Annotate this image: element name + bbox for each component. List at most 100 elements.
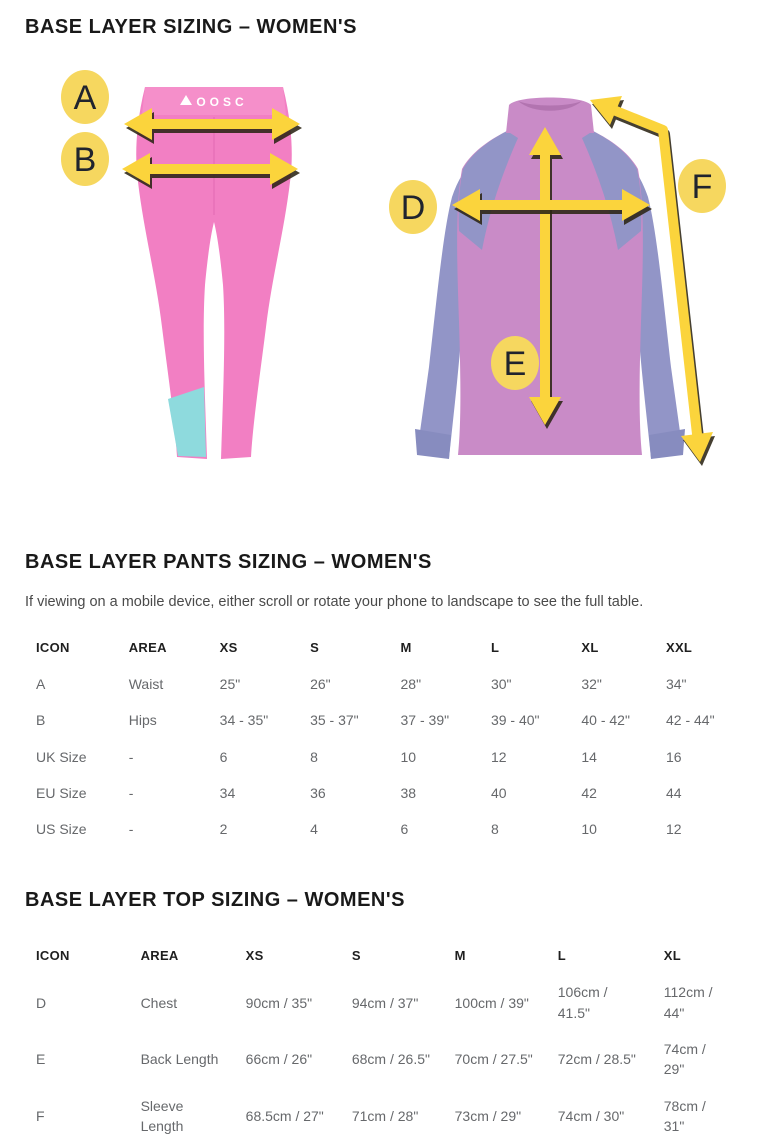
table-cell: 40 - 42" [581,712,630,729]
table-cell: 6 [219,748,228,765]
column-header: XL [663,947,681,963]
table-cell: 4 [310,821,318,838]
table-cell: D [36,994,47,1011]
measure-marker-d: D [389,180,437,234]
table-cell: 8 [310,748,318,765]
table-cell: 10 [581,821,597,838]
waist-arrow [124,108,300,140]
table-cell: 12 [665,821,682,838]
size-guide-page: { "page": { "title": "BASE LAYER SIZING … [25,16,726,1134]
table-cell: 66cm / 26" [245,1051,313,1068]
table-row: A Waist 25" 26" 28" 30" 32" 34" [26,666,735,702]
top-right-cuff [649,429,685,459]
table-cell: 100cm / 39" [454,994,529,1011]
table-cell: 10 [400,748,417,765]
table-cell: 42 [581,784,597,801]
size-diagrams: OOSC A B [25,57,735,477]
chest-arrow [452,189,650,221]
top-sizing-heading: BASE LAYER TOP SIZING – WOMEN'S [25,889,405,912]
table-cell: 16 [665,748,682,765]
column-header: L [557,947,567,963]
column-header: AREA [128,639,167,655]
column-header: XS [219,639,238,655]
table-header-row: ICON AREA XS S M L XL [26,936,735,974]
pants-teal-leg-panel [168,387,206,457]
table-cell: 38 [400,784,417,801]
top-left-cuff [415,429,451,459]
table-cell: 26" [310,676,331,692]
table-cell: Waist [128,676,164,692]
column-header: S [351,947,361,963]
table-row: EU Size - 34 36 38 40 42 44 [26,775,735,811]
table-row: F Sleeve Length 68.5cm / 27" 71cm / 28" 73cm… [26,1088,735,1144]
brand-text: OOSC [196,95,247,109]
table-cell: 36 [310,784,326,801]
svg-text:D: D [401,189,426,227]
brand-logo-mark [180,95,192,105]
table-cell: 35 - 37" [310,712,359,729]
table-cell: 90cm / 35" [245,994,313,1011]
column-header: M [400,639,412,655]
table-cell: 34 [219,784,236,801]
table-header-row: ICON AREA XS S M L XL XXL [26,628,735,666]
pants-sizing-table: ICON AREA XS S M L XL XXL A Waist 25" 26" 28" 30" 32"… [26,628,735,847]
svg-text:A: A [74,79,97,117]
column-header: XL [581,639,599,655]
svg-text:E: E [504,345,527,383]
table-cell: 74cm / 30" [557,1107,625,1124]
column-header: XXL [665,639,693,655]
table-cell: 68.5cm / 27" [245,1107,324,1124]
table-cell: 72cm / 28.5" [557,1051,636,1068]
svg-text:B: B [74,141,97,179]
pants-body [136,87,292,459]
column-header: L [490,639,500,655]
table-cell: 37 - 39" [400,712,450,729]
mobile-note: If viewing on a mobile device, either sc… [25,594,644,610]
measure-marker-e: E [491,336,539,390]
table-cell: Sleeve Length [140,1097,184,1134]
top-figure: D E F [389,96,726,462]
table-cell: 2 [219,821,228,838]
svg-text:F: F [692,168,713,206]
sleeve-arrow [590,96,713,462]
table-cell: A [36,676,46,692]
table-cell: 44 [665,784,682,801]
table-row: B Hips 34 - 35" 35 - 37" 37 - 39" 39 - 40" 40 … [26,702,735,738]
table-cell: 68cm / 26.5" [351,1051,430,1068]
table-cell: 28" [400,676,422,692]
top-sizing-table: ICON AREA XS S M L XL D Chest 90cm / 35" 94cm / 3… [26,936,735,1144]
table-cell: Chest [140,994,178,1011]
table-cell: 14 [581,748,597,765]
table-row: E Back Length 66cm / 26" 68cm / 26.5" 70cm /… [26,1031,735,1088]
table-cell: B [36,712,46,729]
measure-marker-a: A [61,70,109,124]
table-cell: 74cm / 29" [663,1041,706,1078]
page-title: BASE LAYER SIZING – WOMEN'S [25,16,358,38]
table-row: D Chest 90cm / 35" 94cm / 37" 100cm / 39" 106… [26,974,735,1031]
table-cell: 40 [490,784,507,801]
column-header: M [454,947,466,963]
table-cell: F [36,1107,45,1124]
table-cell: 34 - 35" [219,712,269,729]
table-cell: - [128,784,134,801]
table-cell: 106cm / 41.5" [557,984,608,1021]
table-row: US Size - 2 4 6 8 10 12 [26,811,735,847]
table-cell: 8 [490,821,499,838]
column-header: S [310,639,320,655]
table-cell: 73cm / 29" [454,1107,522,1124]
table-cell: EU Size [36,784,87,801]
top-collar-inner [518,101,582,111]
table-cell: 71cm / 28" [351,1107,419,1124]
table-cell: 78cm / 31" [663,1097,706,1134]
column-header: ICON [36,639,70,655]
table-cell: 112cm / 44" [663,984,713,1021]
hips-arrow [122,153,298,185]
back-length-arrow [529,127,561,425]
table-cell: - [128,821,134,838]
column-header: XS [245,947,264,963]
top-right-raglan-panel [582,131,642,250]
table-cell: 94cm / 37" [351,994,419,1011]
pants-sizing-heading: BASE LAYER PANTS SIZING – WOMEN'S [25,551,432,573]
table-cell: 12 [490,748,507,765]
